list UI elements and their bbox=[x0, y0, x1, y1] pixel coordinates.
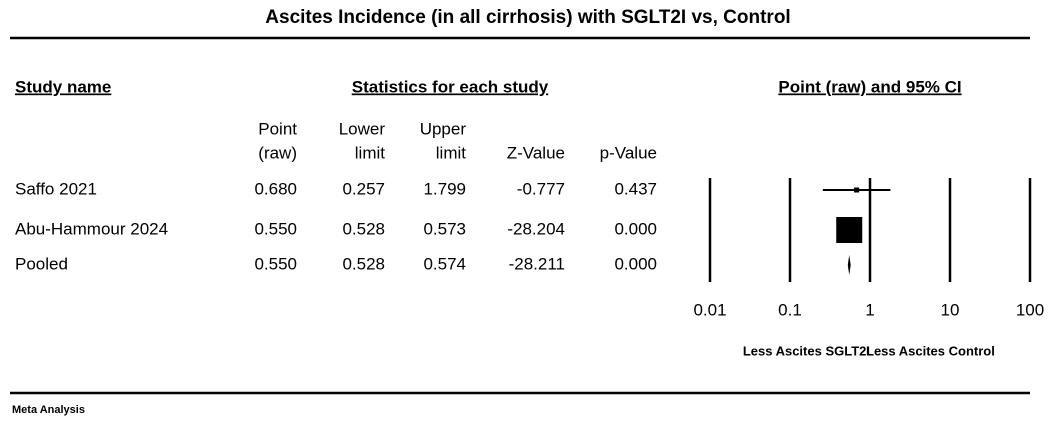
x-tick-label: 0.01 bbox=[693, 300, 726, 319]
lower-cell: 0.528 bbox=[342, 254, 385, 273]
chart-title: Ascites Incidence (in all cirrhosis) wit… bbox=[265, 7, 790, 28]
point-square bbox=[836, 217, 863, 243]
column-label: limit bbox=[355, 143, 385, 162]
column-label: p-Value bbox=[600, 143, 657, 162]
lower-cell: 0.528 bbox=[342, 219, 385, 238]
x-label-right: Less Ascites Control bbox=[866, 343, 995, 358]
point-square bbox=[854, 187, 860, 193]
x-tick-label: 100 bbox=[1016, 300, 1044, 319]
upper-cell: 1.799 bbox=[423, 179, 466, 198]
column-label: (raw) bbox=[258, 143, 297, 162]
point-cell: 0.680 bbox=[254, 179, 297, 198]
x-tick-label: 10 bbox=[941, 300, 960, 319]
x-tick-label: 1 bbox=[865, 300, 874, 319]
column-label: limit bbox=[436, 143, 466, 162]
footer: Meta Analysis bbox=[12, 404, 85, 416]
study-header: Study name bbox=[15, 77, 111, 96]
column-label: Z-Value bbox=[507, 143, 565, 162]
p-cell: 0.437 bbox=[614, 179, 657, 198]
column-label: Point bbox=[258, 119, 297, 138]
point-cell: 0.550 bbox=[254, 219, 297, 238]
column-label: Upper bbox=[420, 119, 467, 138]
point-cell: 0.550 bbox=[254, 254, 297, 273]
p-cell: 0.000 bbox=[614, 254, 657, 273]
z-cell: -0.777 bbox=[517, 179, 565, 198]
upper-cell: 0.574 bbox=[423, 254, 466, 273]
study-name: Pooled bbox=[15, 254, 68, 273]
stats-header: Statistics for each study bbox=[352, 77, 549, 96]
study-name: Abu-Hammour 2024 bbox=[15, 219, 168, 238]
upper-cell: 0.573 bbox=[423, 219, 466, 238]
z-cell: -28.211 bbox=[509, 254, 565, 273]
column-label: Lower bbox=[339, 119, 386, 138]
plot-header: Point (raw) and 95% CI bbox=[778, 77, 961, 96]
pooled-diamond bbox=[847, 255, 851, 275]
x-label-left: Less Ascites SGLT2I bbox=[743, 343, 870, 358]
study-name: Saffo 2021 bbox=[15, 179, 97, 198]
x-tick-label: 0.1 bbox=[778, 300, 802, 319]
p-cell: 0.000 bbox=[614, 219, 657, 238]
z-cell: -28.204 bbox=[507, 219, 565, 238]
lower-cell: 0.257 bbox=[342, 179, 385, 198]
